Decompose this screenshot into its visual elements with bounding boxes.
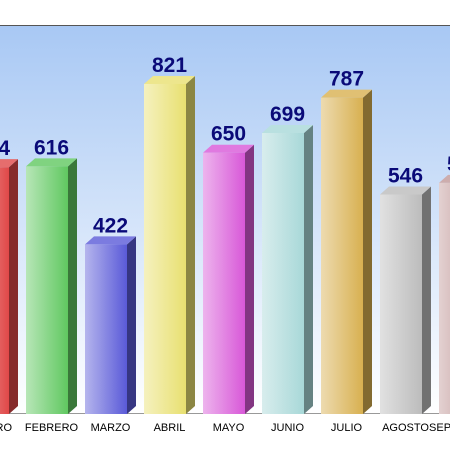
x-tick-label: JULIO — [331, 422, 363, 434]
bar-side — [9, 159, 18, 414]
bar-side — [304, 125, 313, 414]
bar — [144, 83, 186, 414]
value-label: 616 — [34, 136, 69, 159]
bar — [439, 182, 450, 414]
bar-top — [203, 144, 254, 153]
x-tick-label: ABRIL — [154, 422, 186, 434]
bar-top — [144, 75, 195, 84]
bar — [26, 166, 68, 414]
value-label: 546 — [388, 165, 423, 188]
x-tick-label: MAYO — [213, 422, 245, 434]
bar-top — [85, 236, 136, 245]
bar-side — [68, 158, 77, 414]
x-tick-label: JUNIO — [271, 422, 304, 434]
value-label: 699 — [270, 103, 305, 126]
bar-top — [380, 186, 431, 195]
bar-side — [127, 236, 136, 414]
bar — [321, 97, 363, 414]
bar — [203, 152, 245, 414]
bar-top — [321, 89, 372, 98]
x-tick-label: FEBRERO — [25, 422, 79, 434]
value-label: 821 — [152, 54, 187, 77]
bars: ENERO 614 FEBRERO 616 MARZO 422 ABRIL 821 MAYO 65… — [0, 54, 450, 434]
x-tick-label: SEPTIEMBRE — [429, 422, 450, 434]
bar — [262, 133, 304, 414]
bar-top — [439, 174, 450, 183]
x-tick-label: ENERO — [0, 422, 12, 434]
bar-top — [262, 125, 313, 134]
bar-side — [422, 186, 431, 414]
x-tick-label: MARZO — [91, 422, 131, 434]
bar-top — [0, 159, 18, 168]
value-label: 614 — [0, 137, 10, 160]
bar-side — [245, 144, 254, 414]
value-label: 422 — [93, 214, 128, 237]
bar-side — [363, 89, 372, 414]
x-tick-label: AGOSTO — [382, 422, 429, 434]
bar — [380, 194, 422, 414]
value-label: 787 — [329, 68, 364, 91]
value-label: 575 — [447, 153, 450, 176]
bar-side — [186, 75, 195, 414]
value-label: 650 — [211, 123, 246, 146]
bar — [85, 244, 127, 414]
bar — [0, 167, 9, 414]
bar-top — [26, 158, 77, 167]
